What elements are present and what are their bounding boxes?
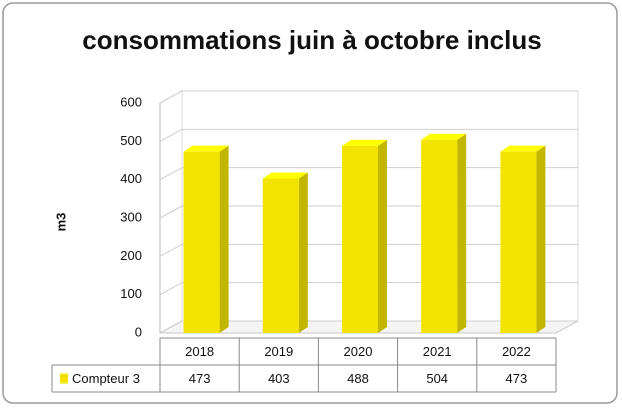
bar [183,151,220,333]
bar-side [298,172,308,333]
x-tick-label: 2021 [423,344,452,359]
y-tick-label: 0 [135,324,142,339]
grid-line-side [159,167,183,181]
bar-side [536,145,546,333]
bar-side [219,145,229,333]
legend-label: Compteur 3 [72,371,140,386]
bar-top [262,172,308,179]
grid-line-side [159,320,183,334]
table-value: 403 [268,371,290,386]
x-tick-label: 2022 [502,344,531,359]
y-axis-label: m3 [53,213,68,232]
grid-line-side [159,282,183,296]
y-tick-label: 400 [120,171,142,186]
y-tick-label: 200 [120,248,142,263]
grid-line-side [159,128,183,142]
bar-top [421,133,467,140]
bar-side [457,133,467,333]
bar-top [183,145,229,152]
table-value: 473 [189,371,211,386]
bar-top [500,145,546,152]
chart-title: consommations juin à octobre inclus [82,25,541,55]
grid-line-side [159,90,183,104]
y-tick-label: 600 [120,94,142,109]
x-tick-label: 2018 [185,344,214,359]
legend-swatch [60,373,68,384]
grid-line-side [159,243,183,257]
x-tick-label: 2019 [264,344,293,359]
bar [342,145,378,333]
y-tick-label: 500 [120,133,142,148]
y-tick-label: 300 [120,209,142,224]
y-tick-label: 100 [120,286,142,301]
table-value: 473 [506,371,528,386]
bar-side [378,139,387,333]
bar-top [342,139,387,146]
x-tick-label: 2020 [344,344,373,359]
bar [421,139,458,333]
bar [500,151,537,333]
bar [262,178,299,333]
grid-line-side [159,205,183,219]
table-value: 504 [426,371,448,386]
table-value: 488 [347,371,369,386]
